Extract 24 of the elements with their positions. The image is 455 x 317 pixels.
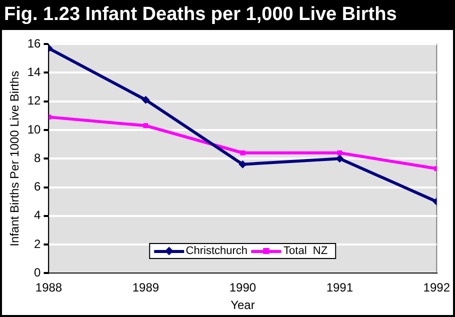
point: [336, 154, 344, 163]
chart-title: Fig. 1.23 Infant Deaths per 1,000 Live Births: [3, 3, 398, 27]
y-tick-label: 8: [34, 150, 42, 165]
y-tick-label: 6: [34, 180, 42, 194]
legend-label: Total NZ: [284, 245, 328, 258]
y-tick-label: 12: [27, 94, 42, 108]
y-tick-label: 16: [27, 36, 42, 50]
x-tick-label: 1989: [132, 280, 160, 295]
point: [240, 150, 246, 156]
x-tick-label: 1992: [423, 280, 450, 295]
x-tick-label: 1990: [229, 280, 256, 295]
x-axis-title: Year: [230, 298, 255, 312]
y-tick-label: 14: [27, 64, 42, 79]
x-tick-label: 1988: [35, 280, 62, 295]
point: [337, 150, 342, 156]
point: [143, 123, 148, 128]
point: [142, 96, 150, 104]
y-tick-label: 0: [34, 266, 42, 280]
legend-label: Christchurch: [186, 245, 248, 258]
y-tick-label: 4: [34, 208, 42, 222]
y-axis-title: Infant Births Per 1000 Live Births: [8, 70, 22, 246]
y-tick-label: 10: [27, 122, 42, 136]
y-tick-label: 2: [34, 236, 42, 251]
x-tick-label: 1991: [326, 280, 354, 295]
